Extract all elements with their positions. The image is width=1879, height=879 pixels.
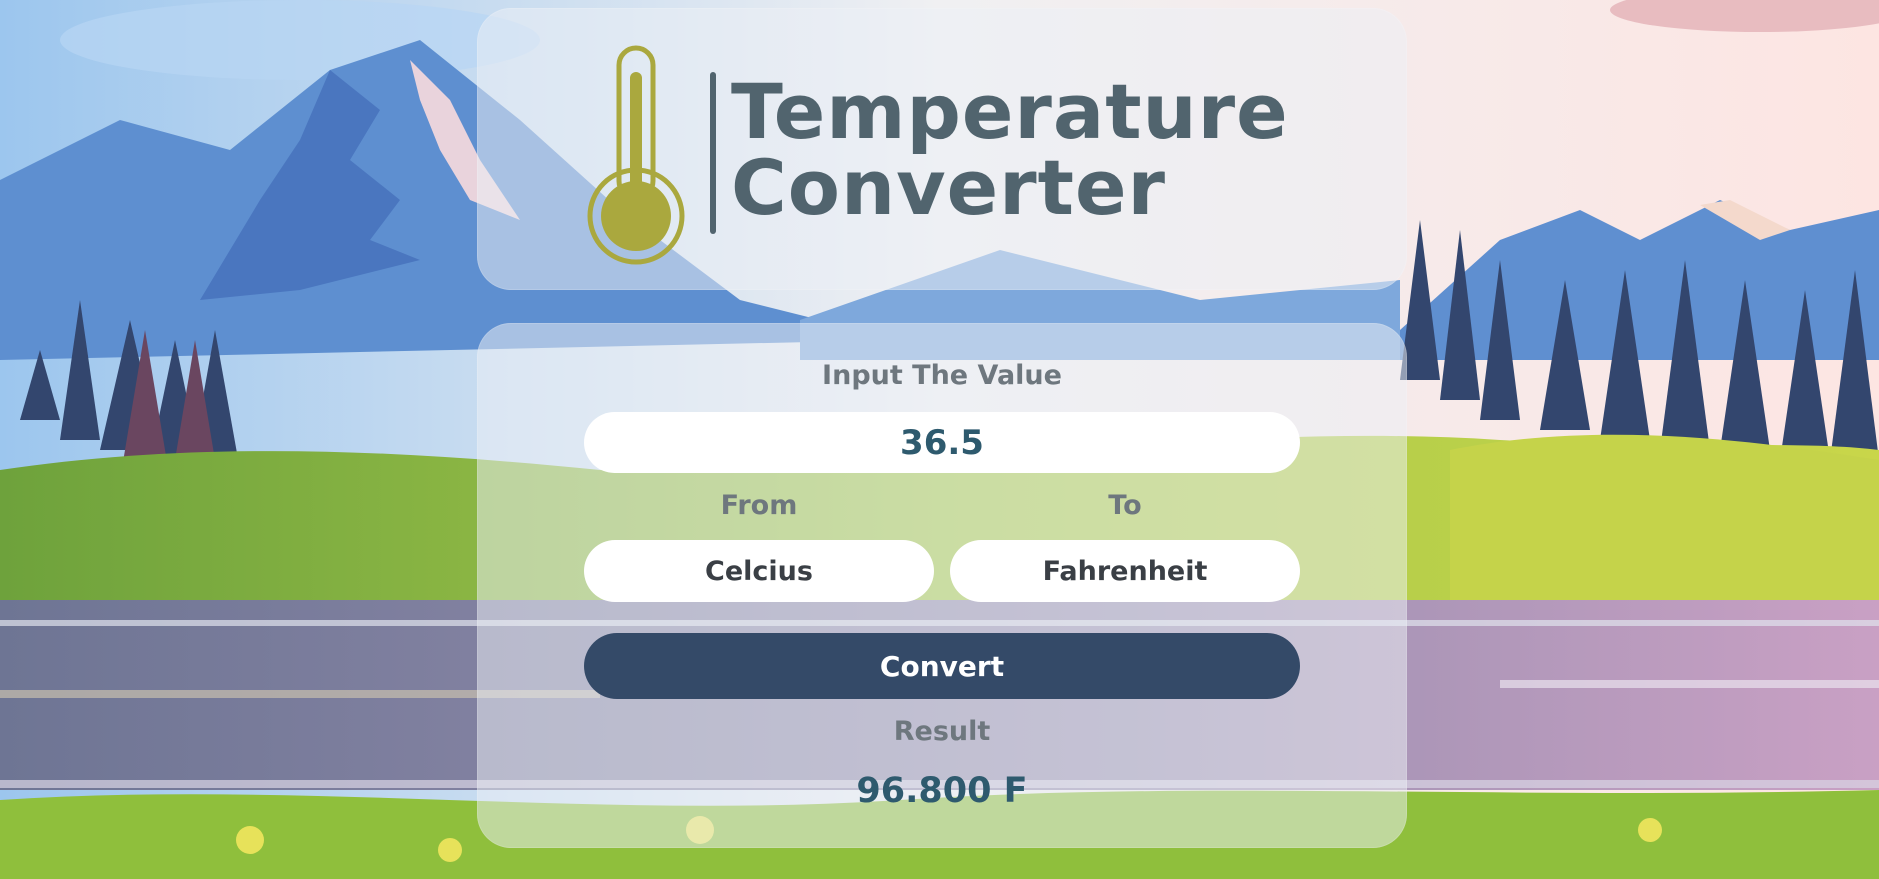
app-title: Temperature Converter <box>731 74 1289 226</box>
logo-divider <box>710 72 716 234</box>
result-label: Result <box>893 716 991 747</box>
result-value: 96.800 F <box>856 771 1028 811</box>
to-unit-select[interactable]: Fahrenheit <box>950 540 1300 602</box>
convert-button[interactable]: Convert <box>584 633 1300 699</box>
to-unit-value: Fahrenheit <box>1042 555 1208 587</box>
to-label: To <box>1108 490 1142 521</box>
thermometer-icon <box>587 45 685 265</box>
input-label: Input The Value <box>822 360 1062 391</box>
from-unit-value: Celcius <box>705 555 813 587</box>
header-card: Temperature Converter <box>477 8 1407 290</box>
app-title-line1: Temperature <box>731 67 1289 156</box>
converter-card: Input The Value From To Celcius Fahrenhe… <box>477 323 1407 848</box>
from-label: From <box>720 490 798 521</box>
value-input[interactable] <box>584 412 1300 473</box>
app-title-line2: Converter <box>731 143 1167 232</box>
from-unit-select[interactable]: Celcius <box>584 540 934 602</box>
